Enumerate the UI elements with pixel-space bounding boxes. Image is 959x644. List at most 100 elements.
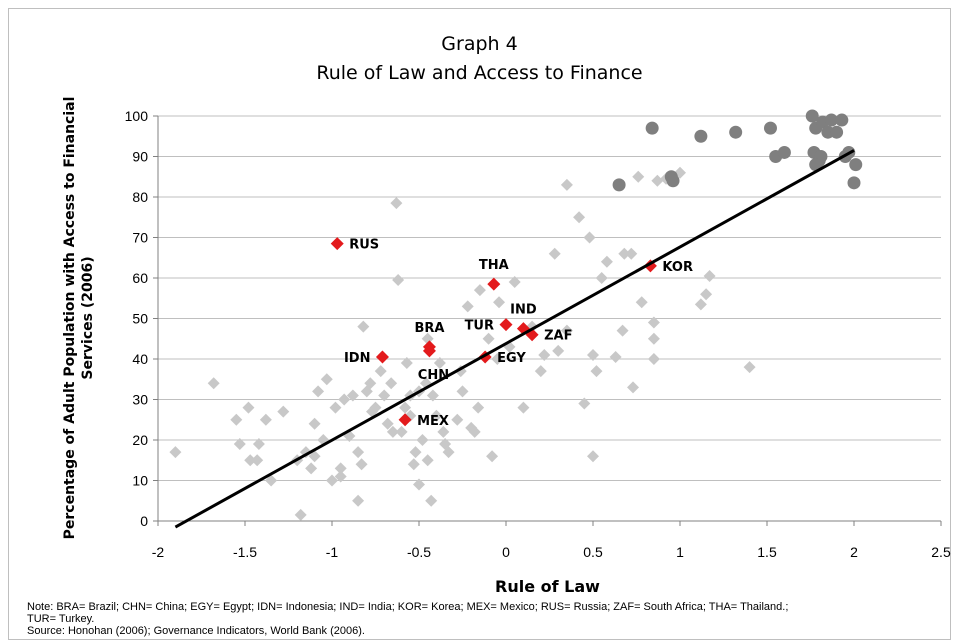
note-line-3: Source: Honohan (2006); Governance Indic…	[27, 625, 365, 637]
data-point	[330, 237, 344, 251]
x-axis-title: Rule of Law	[495, 577, 600, 596]
data-point	[407, 458, 420, 471]
data-point	[666, 174, 680, 188]
country-label: EGY	[497, 351, 526, 366]
y-axis-title: Percentage of Adult Population with Acce…	[62, 97, 96, 540]
data-point	[616, 324, 629, 337]
data-point	[508, 276, 521, 289]
data-point	[369, 401, 382, 414]
data-point	[392, 274, 405, 287]
series-0	[169, 166, 756, 521]
data-point	[560, 324, 573, 337]
data-point	[252, 438, 265, 451]
data-point	[381, 417, 394, 430]
note-line-1: Note: BRA= Brazil; CHN= China; EGY= Egyp…	[27, 601, 789, 613]
data-point	[694, 298, 707, 311]
country-label: BRA	[414, 321, 444, 336]
data-point	[312, 385, 325, 398]
data-point	[399, 401, 412, 414]
data-point	[548, 247, 561, 260]
data-point	[647, 353, 660, 365]
data-point	[777, 145, 791, 159]
data-point	[230, 413, 243, 426]
country-label: ZAF	[544, 329, 572, 344]
data-point	[385, 377, 398, 390]
data-point	[587, 348, 599, 361]
data-point	[587, 450, 599, 463]
data-point	[375, 350, 389, 364]
country-label: MEX	[417, 414, 449, 429]
data-point	[830, 125, 844, 139]
data-point	[499, 318, 513, 332]
data-point	[329, 401, 342, 414]
data-point	[259, 413, 272, 426]
data-point	[426, 389, 439, 402]
data-point	[233, 438, 246, 451]
chart-frame	[8, 8, 951, 640]
data-point	[451, 413, 464, 426]
data-point	[456, 385, 469, 398]
data-point	[242, 401, 255, 414]
series-2	[612, 109, 863, 192]
data-point	[635, 296, 648, 309]
data-point	[703, 269, 716, 282]
y-tick-label: 40	[132, 351, 148, 367]
data-point	[398, 413, 412, 427]
country-label: THA	[479, 258, 509, 273]
data-point	[700, 288, 713, 301]
data-point	[355, 458, 368, 471]
x-tick-label: 1.5	[757, 544, 777, 560]
data-point	[390, 197, 403, 210]
data-point	[517, 401, 530, 414]
country-label: CHN	[418, 368, 449, 383]
y-tick-label: 100	[125, 108, 149, 124]
data-point	[277, 405, 290, 418]
data-point	[305, 462, 318, 475]
data-point	[400, 357, 413, 370]
data-point	[244, 454, 257, 467]
data-point	[595, 272, 608, 284]
y-tick-label: 20	[132, 432, 148, 448]
data-point	[694, 129, 708, 143]
data-point	[413, 478, 425, 491]
y-tick-label: 90	[132, 149, 148, 165]
data-point	[207, 377, 220, 390]
data-point	[493, 296, 506, 309]
x-tick-label: -1	[326, 544, 339, 560]
data-point	[560, 178, 573, 191]
data-point	[468, 425, 481, 438]
data-point	[618, 247, 631, 260]
chart-title: Graph 4	[441, 33, 518, 55]
data-point	[473, 284, 486, 297]
data-point	[625, 247, 638, 260]
country-label: IDN	[344, 351, 371, 366]
data-point	[612, 178, 626, 192]
data-point	[647, 332, 660, 345]
data-point	[308, 450, 321, 463]
data-point	[609, 350, 622, 363]
country-label: RUS	[349, 238, 379, 253]
x-tick-label: 1	[676, 544, 684, 560]
data-point	[326, 474, 338, 487]
data-point	[573, 211, 586, 224]
y-tick-label: 30	[132, 392, 148, 408]
chart-subtitle: Rule of Law and Access to Finance	[316, 62, 643, 84]
y-tick-label: 50	[132, 311, 148, 327]
y-axis-title-line: Percentage of Adult Population with Acce…	[62, 97, 78, 540]
data-point	[632, 170, 645, 183]
data-point	[294, 508, 307, 521]
data-point	[805, 109, 819, 123]
country-label: IND	[510, 303, 537, 318]
x-tick-label: 0.5	[583, 544, 603, 560]
data-point	[421, 454, 434, 467]
data-point	[472, 401, 485, 414]
data-point	[386, 425, 399, 438]
data-point	[374, 365, 387, 378]
data-point	[600, 255, 613, 268]
data-point	[320, 373, 333, 386]
data-point	[824, 113, 838, 127]
data-point	[487, 277, 501, 291]
data-point	[583, 231, 596, 244]
x-tick-label: -1.5	[233, 544, 257, 560]
data-point	[729, 125, 743, 139]
